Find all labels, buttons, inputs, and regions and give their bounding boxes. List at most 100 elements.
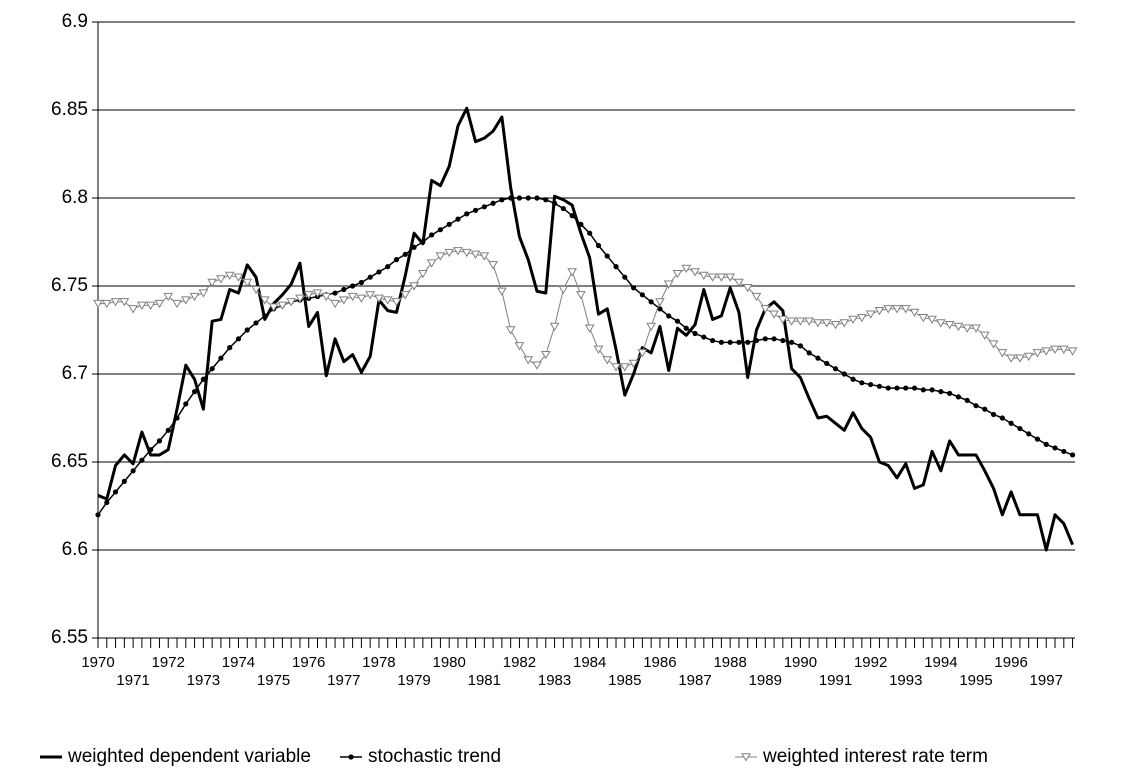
point: [356, 294, 367, 303]
point: [894, 385, 900, 391]
point: [628, 359, 639, 369]
x-tick-label: 1989: [749, 672, 782, 689]
point: [235, 336, 242, 342]
point: [165, 427, 171, 433]
y-tick-label: 6.9: [62, 11, 88, 32]
point: [420, 239, 426, 245]
legend-label: weighted interest rate term: [762, 746, 988, 767]
point: [338, 296, 349, 305]
point: [681, 264, 692, 273]
x-tick-label: 1994: [924, 654, 957, 671]
point: [769, 310, 779, 319]
point: [385, 264, 391, 270]
point: [716, 273, 727, 282]
point: [180, 296, 191, 305]
x-tick-label: 1971: [116, 672, 149, 689]
point: [216, 275, 226, 284]
point: [277, 301, 288, 310]
point: [358, 279, 364, 286]
point: [955, 394, 962, 400]
point: [707, 273, 718, 282]
point: [815, 355, 821, 361]
point: [979, 331, 990, 340]
point: [1061, 448, 1067, 455]
point: [587, 230, 593, 236]
point: [464, 211, 470, 217]
y-tick-label: 6.85: [51, 99, 88, 120]
point: [947, 390, 953, 396]
x-tick-label: 1984: [573, 654, 606, 671]
point: [982, 406, 988, 412]
x-tick-label: 1979: [397, 672, 430, 689]
point: [865, 310, 876, 319]
x-tick-label: 1997: [1030, 672, 1063, 689]
point: [251, 285, 261, 295]
point: [330, 299, 340, 309]
point: [789, 339, 795, 345]
point: [611, 363, 621, 372]
x-tick-label: 1982: [503, 654, 536, 671]
y-tick-label: 6.6: [62, 539, 88, 560]
point: [1006, 354, 1016, 363]
point: [268, 303, 279, 312]
point: [593, 345, 604, 354]
legend-label: stochastic trend: [368, 746, 501, 767]
point: [303, 291, 314, 300]
point: [1023, 352, 1034, 361]
point: [841, 371, 847, 377]
point: [411, 244, 417, 250]
point: [523, 356, 534, 365]
x-tick-label: 1980: [433, 654, 466, 671]
series-line: [98, 250, 1073, 368]
point: [938, 389, 944, 395]
point: [350, 283, 356, 289]
point: [962, 324, 973, 333]
point: [839, 319, 850, 328]
x-tick-label: 1974: [222, 654, 255, 671]
point: [806, 350, 812, 356]
point: [1043, 441, 1049, 447]
point: [137, 301, 147, 310]
legend-marker: [348, 754, 354, 760]
point: [753, 337, 760, 344]
point: [718, 339, 724, 345]
point: [549, 322, 560, 332]
point: [508, 195, 514, 201]
point: [242, 278, 253, 288]
point: [859, 380, 865, 386]
point: [813, 319, 823, 328]
point: [850, 376, 856, 382]
point: [409, 282, 419, 291]
point: [551, 200, 558, 206]
point: [367, 274, 373, 280]
x-tick-label: 1970: [81, 654, 114, 671]
point: [595, 242, 602, 249]
point: [470, 250, 481, 259]
point: [461, 248, 472, 258]
point: [189, 292, 200, 302]
point: [892, 305, 902, 314]
point: [455, 216, 461, 222]
point: [725, 273, 736, 282]
y-tick-label: 6.8: [62, 187, 88, 208]
point: [1008, 420, 1014, 426]
point: [672, 269, 683, 279]
point: [602, 356, 613, 365]
x-tick-label: 1985: [608, 672, 641, 689]
point: [321, 292, 332, 302]
point: [929, 387, 935, 393]
point: [997, 349, 1008, 358]
point: [532, 361, 542, 370]
point: [341, 286, 347, 293]
point: [543, 197, 549, 203]
point: [145, 301, 156, 310]
point: [191, 389, 198, 395]
point: [604, 253, 610, 259]
point: [540, 350, 551, 360]
point: [426, 259, 437, 268]
x-tick-label: 1975: [257, 672, 290, 689]
point: [655, 298, 665, 307]
point: [104, 499, 110, 506]
point: [1052, 445, 1058, 451]
point: [990, 411, 997, 418]
